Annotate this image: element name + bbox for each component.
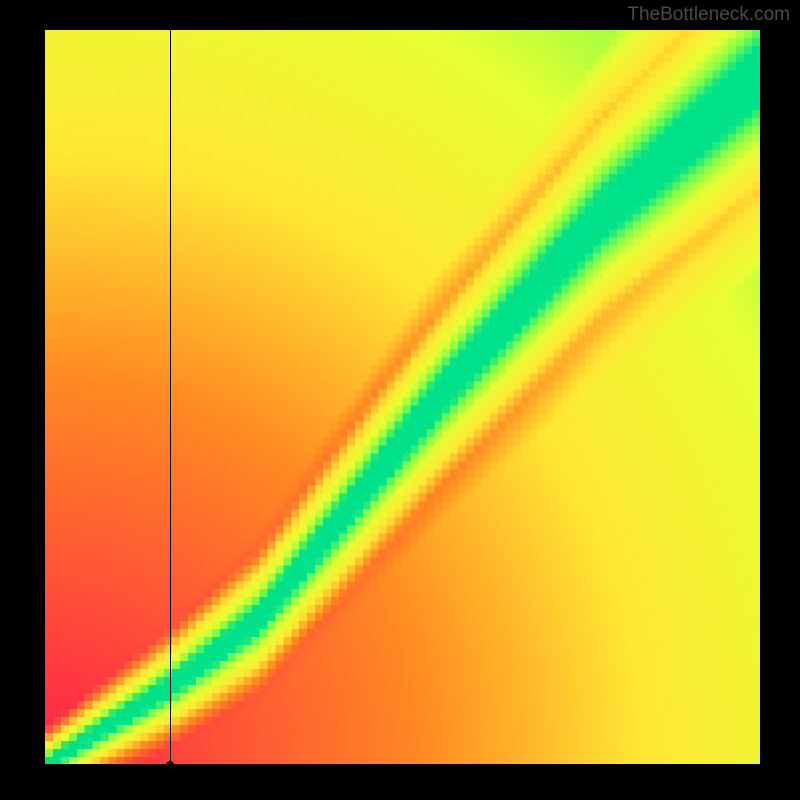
heatmap-plot bbox=[45, 30, 760, 765]
crosshair-vertical bbox=[170, 30, 171, 765]
watermark-label: TheBottleneck.com bbox=[627, 4, 790, 26]
outer-frame: TheBottleneck.com bbox=[0, 0, 800, 800]
heatmap-canvas bbox=[45, 30, 760, 765]
crosshair-marker bbox=[166, 761, 174, 765]
crosshair-horizontal bbox=[45, 764, 760, 765]
